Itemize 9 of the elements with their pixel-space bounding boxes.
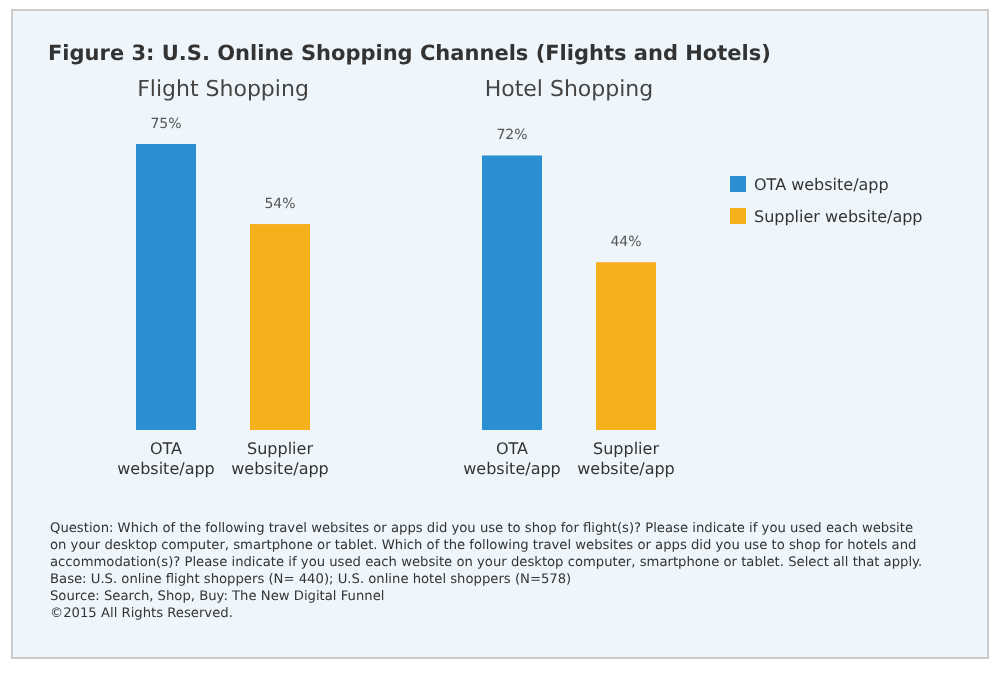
x-tick-label: OTA website/app [463,440,561,478]
caption: Figure 3: U.S. Online Shopping Channels (Flights and Hotels) [48,42,771,66]
x-tick-label: Supplier website/app [577,440,675,478]
legend-label: OTA website/app [754,176,889,194]
chart-title: Hotel Shopping [484,76,654,102]
chart-title: Flight Shopping [137,76,309,102]
x-tick-label: Supplier website/app [231,440,329,478]
legend-label: Supplier website/app [754,208,923,226]
x-tick-label: OTA website/app [117,440,215,478]
